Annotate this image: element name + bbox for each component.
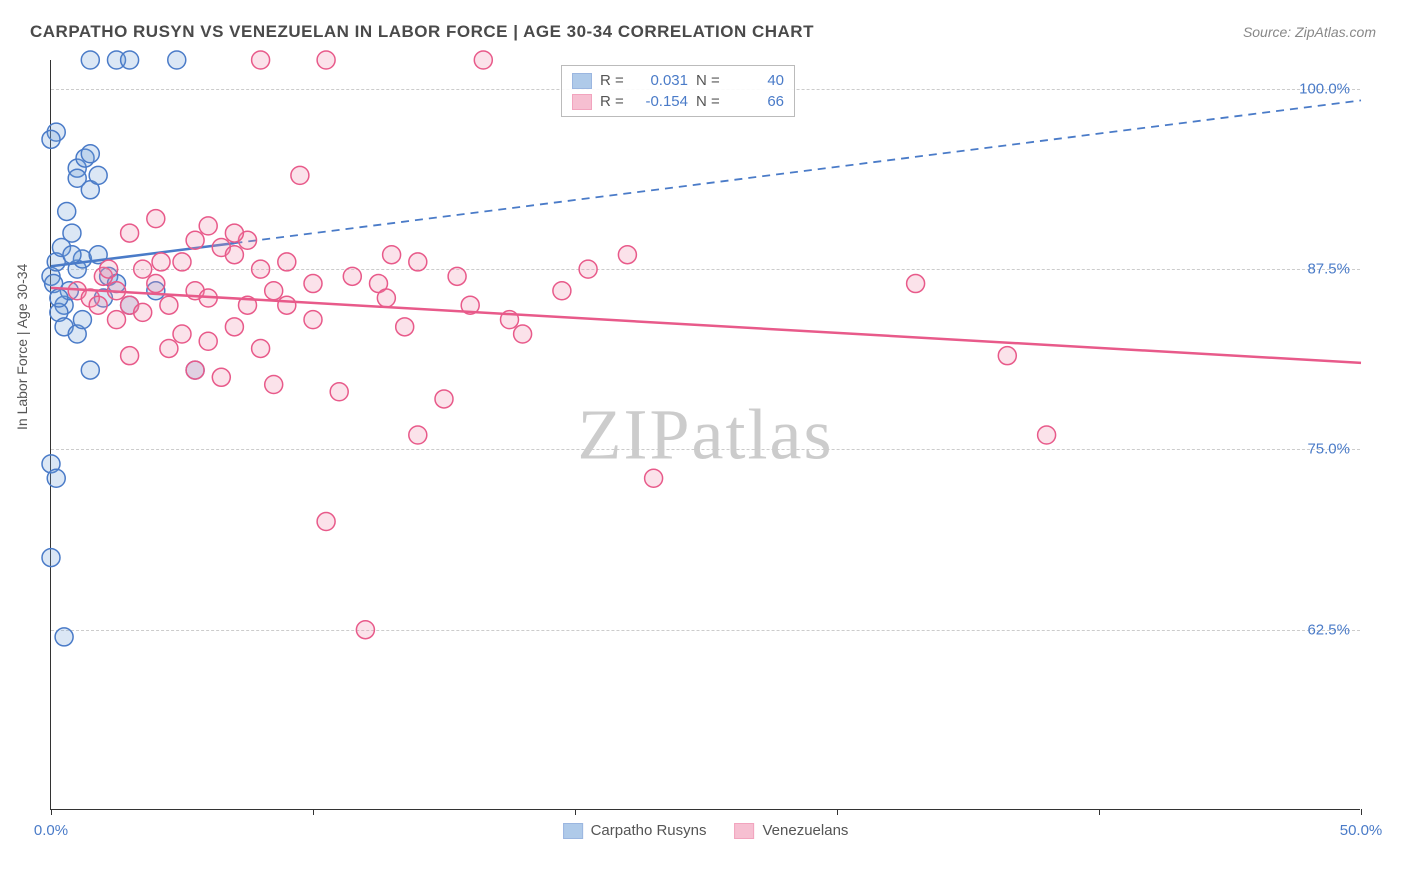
scatter-point xyxy=(225,318,243,336)
scatter-point xyxy=(225,246,243,264)
scatter-point xyxy=(55,628,73,646)
scatter-point xyxy=(81,145,99,163)
scatter-point xyxy=(377,289,395,307)
correlation-legend: R = 0.031 N = 40 R = -0.154 N = 66 xyxy=(561,65,795,117)
scatter-point xyxy=(278,296,296,314)
scatter-point xyxy=(278,253,296,271)
scatter-point xyxy=(343,267,361,285)
n-label: N = xyxy=(696,72,720,89)
scatter-point xyxy=(265,376,283,394)
scatter-point xyxy=(50,289,68,307)
scatter-point xyxy=(553,282,571,300)
scatter-point xyxy=(121,347,139,365)
scatter-point xyxy=(304,311,322,329)
scatter-point xyxy=(89,296,107,314)
swatch-series-1 xyxy=(735,823,755,839)
legend-item-1: Venezuelans xyxy=(735,822,849,839)
scatter-point xyxy=(186,361,204,379)
scatter-point xyxy=(173,253,191,271)
swatch-series-1 xyxy=(572,94,592,110)
scatter-point xyxy=(134,303,152,321)
scatter-point xyxy=(317,51,335,69)
trend-line-solid xyxy=(51,288,1361,363)
scatter-point xyxy=(199,332,217,350)
chart-header: CARPATHO RUSYN VS VENEZUELAN IN LABOR FO… xyxy=(0,0,1406,52)
scatter-point xyxy=(409,426,427,444)
scatter-point xyxy=(121,224,139,242)
r-value-1: -0.154 xyxy=(632,93,688,110)
swatch-series-0 xyxy=(572,73,592,89)
scatter-point xyxy=(579,260,597,278)
scatter-point xyxy=(1038,426,1056,444)
scatter-point xyxy=(152,253,170,271)
scatter-point xyxy=(173,325,191,343)
scatter-point xyxy=(147,275,165,293)
scatter-point xyxy=(265,282,283,300)
scatter-point xyxy=(252,51,270,69)
scatter-point xyxy=(81,361,99,379)
scatter-point xyxy=(514,325,532,343)
scatter-point xyxy=(58,202,76,220)
series-name-1: Venezuelans xyxy=(763,822,849,839)
scatter-point xyxy=(42,549,60,567)
scatter-point xyxy=(160,339,178,357)
scatter-point xyxy=(252,339,270,357)
scatter-point xyxy=(998,347,1016,365)
trend-line-dashed xyxy=(234,100,1361,243)
source-attribution: Source: ZipAtlas.com xyxy=(1243,24,1376,40)
scatter-point xyxy=(199,217,217,235)
scatter-point xyxy=(212,368,230,386)
legend-row-1: R = -0.154 N = 66 xyxy=(572,91,784,112)
scatter-point xyxy=(618,246,636,264)
series-name-0: Carpatho Rusyns xyxy=(591,822,707,839)
scatter-point xyxy=(100,260,118,278)
scatter-point xyxy=(160,296,178,314)
plot-area: ZIPatlas 62.5%75.0%87.5%100.0% 0.0%50.0%… xyxy=(50,60,1360,810)
scatter-point xyxy=(448,267,466,285)
scatter-point xyxy=(317,513,335,531)
scatter-point xyxy=(409,253,427,271)
scatter-point xyxy=(147,210,165,228)
scatter-point xyxy=(68,169,86,187)
scatter-point xyxy=(252,260,270,278)
scatter-point xyxy=(356,621,374,639)
scatter-point xyxy=(396,318,414,336)
scatter-point xyxy=(291,166,309,184)
y-axis-label: In Labor Force | Age 30-34 xyxy=(14,264,30,430)
legend-item-0: Carpatho Rusyns xyxy=(563,822,707,839)
scatter-point xyxy=(42,130,60,148)
scatter-point xyxy=(435,390,453,408)
r-label: R = xyxy=(600,93,624,110)
chart-title: CARPATHO RUSYN VS VENEZUELAN IN LABOR FO… xyxy=(30,22,814,42)
scatter-point xyxy=(81,51,99,69)
chart-svg xyxy=(51,60,1360,809)
scatter-point xyxy=(330,383,348,401)
scatter-point xyxy=(304,275,322,293)
n-value-0: 40 xyxy=(728,72,784,89)
scatter-point xyxy=(474,51,492,69)
n-label: N = xyxy=(696,93,720,110)
scatter-point xyxy=(63,246,81,264)
scatter-point xyxy=(186,231,204,249)
scatter-point xyxy=(134,260,152,278)
scatter-point xyxy=(907,275,925,293)
r-label: R = xyxy=(600,72,624,89)
scatter-point xyxy=(47,469,65,487)
scatter-point xyxy=(168,51,186,69)
r-value-0: 0.031 xyxy=(632,72,688,89)
scatter-point xyxy=(89,166,107,184)
scatter-point xyxy=(383,246,401,264)
scatter-point xyxy=(121,51,139,69)
series-legend: Carpatho Rusyns Venezuelans xyxy=(563,822,849,839)
scatter-point xyxy=(108,311,126,329)
swatch-series-0 xyxy=(563,823,583,839)
scatter-point xyxy=(73,311,91,329)
n-value-1: 66 xyxy=(728,93,784,110)
legend-row-0: R = 0.031 N = 40 xyxy=(572,70,784,91)
scatter-point xyxy=(225,224,243,242)
scatter-point xyxy=(645,469,663,487)
